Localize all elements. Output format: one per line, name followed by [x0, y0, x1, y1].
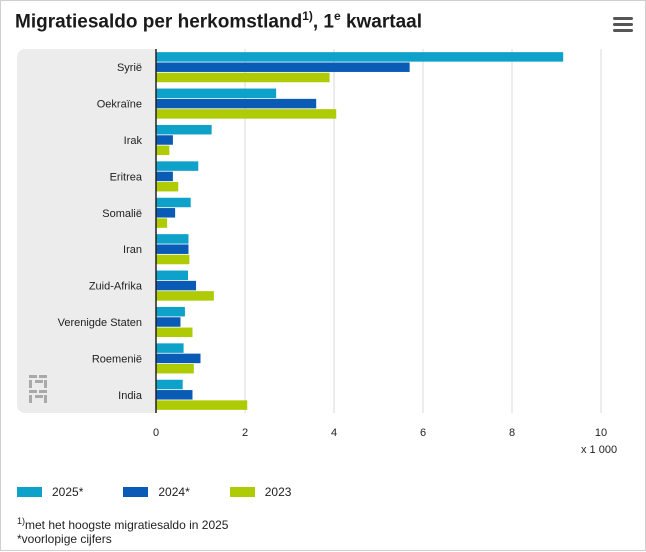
category-label: Iran	[123, 244, 142, 256]
chart-menu-icon[interactable]	[613, 17, 633, 33]
x-tick-label: 0	[153, 427, 159, 439]
category-label: Eritrea	[110, 171, 143, 183]
legend-item[interactable]: 2025*	[17, 485, 83, 499]
cbs-logo-shape	[39, 375, 47, 378]
bar	[156, 218, 168, 228]
bar	[156, 400, 248, 410]
chart-title-footnote-marker: 1)	[302, 9, 313, 23]
legend: 2025* 2024* 2023	[17, 485, 331, 499]
bar	[156, 363, 194, 374]
menu-line	[613, 29, 633, 32]
bar	[156, 234, 189, 244]
chart-title-suffix: , 1	[312, 11, 334, 33]
chart-title-suffix-end: kwartaal	[340, 11, 422, 33]
x-tick-label: 8	[509, 427, 515, 439]
bar	[156, 353, 201, 364]
category-label: Somalië	[102, 208, 142, 220]
bar	[156, 343, 184, 353]
x-tick-label: 6	[420, 427, 426, 439]
footnote-1-marker: 1)	[17, 516, 26, 526]
category-band-edge	[146, 49, 156, 413]
legend-item[interactable]: 2023	[229, 485, 292, 499]
bar	[156, 171, 173, 182]
footnote-2: *voorlopige cijfers	[17, 532, 112, 546]
x-tick-label: 2	[242, 427, 248, 439]
cbs-logo-shape	[44, 395, 47, 403]
cbs-logo-shape	[39, 390, 47, 393]
bar	[156, 327, 193, 338]
bar	[156, 135, 173, 145]
bar	[156, 161, 199, 171]
category-label: Oekraïne	[97, 99, 142, 111]
bar	[156, 270, 189, 281]
bar	[156, 52, 564, 62]
x-axis-multiplier-label: x 1 000	[581, 444, 618, 456]
bar	[156, 280, 197, 291]
cbs-logo-shape	[35, 395, 43, 398]
cbs-logo-shape	[35, 380, 43, 383]
category-band	[17, 49, 156, 413]
menu-line	[613, 17, 633, 20]
legend-item[interactable]: 2024*	[123, 485, 190, 499]
cbs-logo-shape	[29, 375, 37, 378]
x-tick-label: 10	[595, 427, 607, 439]
chart-title: Migratiesaldo per herkomstland1), 1e kwa…	[15, 9, 422, 33]
category-label: Irak	[124, 135, 143, 147]
cbs-logo-shape	[29, 380, 32, 388]
bar	[156, 109, 337, 119]
footnote-1-text: met het hoogste migratiesaldo in 2025	[25, 518, 229, 532]
bar	[156, 88, 277, 99]
legend-swatch	[17, 487, 42, 497]
category-label: Verenigde Staten	[58, 317, 142, 329]
legend-swatch	[123, 487, 149, 497]
footnotes: 1)met het hoogste migratiesaldo in 2025 …	[17, 514, 228, 546]
cbs-logo-icon	[29, 375, 47, 403]
bar	[156, 291, 214, 301]
category-label: India	[118, 390, 143, 402]
chart-title-text: Migratiesaldo per herkomstland	[15, 11, 303, 33]
bar	[156, 244, 189, 254]
bar	[156, 379, 183, 390]
legend-swatch	[229, 487, 255, 497]
bar	[156, 254, 190, 265]
bar	[156, 72, 330, 83]
footnote-1: 1)met het hoogste migratiesaldo in 2025	[17, 514, 228, 532]
legend-label: 2025*	[52, 485, 84, 499]
bar	[156, 181, 179, 192]
cbs-logo-shape	[29, 395, 32, 403]
bar	[156, 124, 212, 135]
category-label: Syrië	[117, 62, 142, 74]
legend-label: 2024*	[158, 485, 190, 499]
bar	[156, 317, 181, 327]
cbs-logo-shape	[29, 390, 37, 393]
cbs-logo-shape	[44, 380, 47, 388]
bar	[156, 306, 185, 317]
bar	[156, 197, 191, 208]
category-label: Zuid-Afrika	[89, 281, 143, 293]
bar	[156, 98, 317, 109]
menu-line	[613, 23, 633, 26]
x-tick-label: 4	[331, 427, 337, 439]
bar	[156, 145, 170, 156]
bar	[156, 62, 410, 72]
legend-label: 2023	[264, 485, 292, 499]
chart-title-suffix-superscript: e	[333, 9, 341, 23]
bar	[156, 390, 193, 400]
bar	[156, 208, 176, 218]
category-label: Roemenië	[92, 353, 142, 365]
